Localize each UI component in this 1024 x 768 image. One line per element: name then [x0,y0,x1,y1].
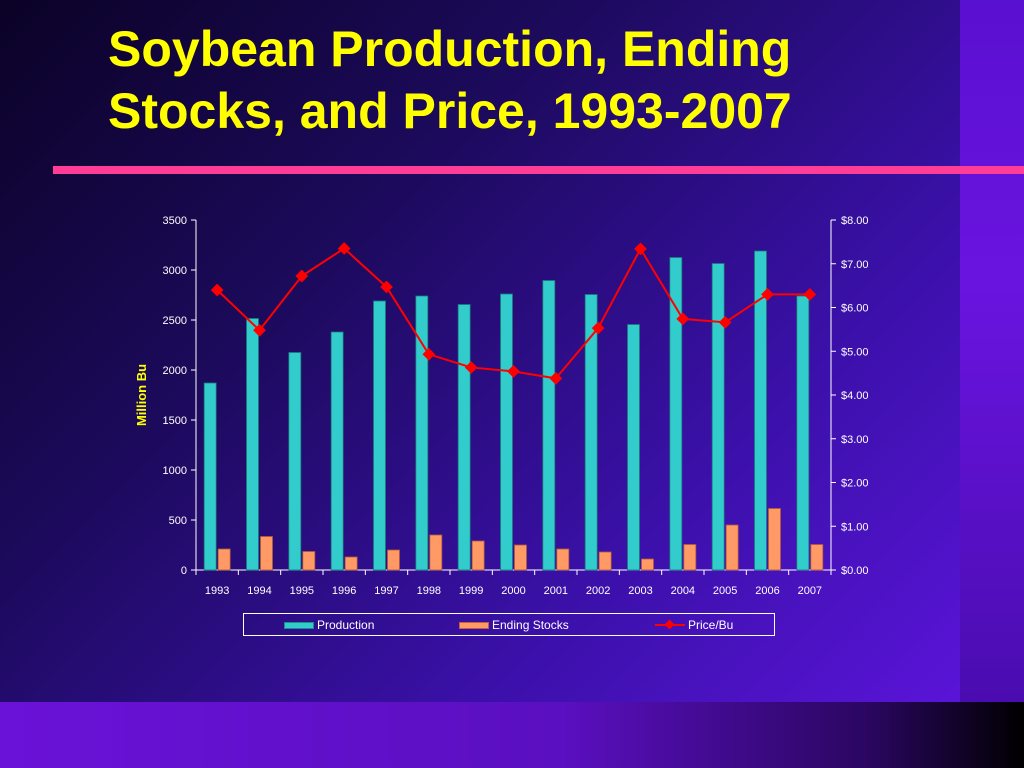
y-axis-label: Million Bu [134,364,149,426]
ending-stocks-bar [344,556,358,571]
title-underline [53,166,1024,174]
production-bar [373,300,386,571]
y-tick-label: 2000 [163,365,187,377]
price-point [337,242,351,255]
legend-label-production: Production [317,618,375,632]
y2-tick-label: $8.00 [841,215,869,227]
production-bar [246,318,259,571]
production-bar [288,352,302,571]
x-tick-label: 1997 [374,585,398,597]
legend-swatch-ending-stocks [459,621,489,629]
chart-bars [203,250,824,571]
x-tick-label: 2004 [671,585,695,597]
price-point [422,347,436,361]
right-accent-strip [960,0,1024,702]
price-point [464,361,478,374]
y2-tick-label: $4.00 [841,390,869,402]
production-bar [415,295,429,571]
y-tick-label: 1500 [163,415,187,427]
price-point [253,323,266,337]
y2-tick-label: $7.00 [841,259,869,271]
x-tick-label: 2002 [586,585,610,597]
price-point [295,269,309,283]
slide-title: Soybean Production, Ending Stocks, and P… [108,21,792,139]
production-bar [203,382,217,571]
y2-tick-label: $5.00 [841,346,869,358]
production-bar [584,294,598,571]
x-tick-label: 2007 [798,585,822,597]
legend-item-ending-stocks: Ending Stocks [459,618,569,632]
ending-stocks-bar [514,544,527,571]
price-line [210,242,817,385]
x-tick-label: 1995 [290,585,314,597]
price-point [210,283,224,297]
legend-swatch-price [655,618,685,632]
x-tick-label: 2000 [501,585,525,597]
legend-label-price: Price/Bu [688,618,734,632]
ending-stocks-bar [598,551,612,571]
ending-stocks-bar [683,544,697,571]
x-tick-label: 1994 [247,585,271,597]
production-bar [457,304,471,571]
legend-swatch-production [284,621,314,629]
chart-labels: 0 500 1000 1500 2000 2500 3000 3500 $0.00 $1.00 $2… [163,215,869,597]
chart-axes [191,219,836,575]
production-bar [711,263,725,571]
x-tick-label: 2003 [628,585,652,597]
production-bar [542,280,556,571]
x-tick-label: 1993 [205,585,229,597]
bottom-accent-strip [0,702,1024,768]
ending-stocks-bar [429,534,443,571]
y2-tick-label: $1.00 [841,521,869,533]
ending-stocks-bar [768,508,781,571]
y-tick-label: 3500 [163,215,187,227]
production-bar [796,295,810,571]
production-bar [754,250,767,571]
legend-item-price: Price/Bu [655,618,733,632]
y-tick-label: 0 [181,565,187,577]
y-tick-label: 3000 [163,265,187,277]
ending-stocks-bar [217,548,231,571]
price-point [634,242,647,256]
y-tick-label: 1000 [163,465,187,477]
ending-stocks-bar [641,558,654,571]
production-bar [500,293,513,571]
x-tick-label: 1999 [459,585,483,597]
x-tick-label: 2006 [755,585,779,597]
chart-legend: Production Ending Stocks Price/Bu [243,613,775,636]
production-bar [330,331,344,571]
x-tick-label: 2001 [544,585,568,597]
x-tick-label: 1998 [417,585,441,597]
production-bar [669,257,683,571]
ending-stocks-bar [725,524,739,571]
y-tick-label: 2500 [163,315,187,327]
ending-stocks-bar [302,551,316,571]
legend-item-production: Production [284,618,374,632]
ending-stocks-bar [810,544,824,571]
y2-tick-label: $3.00 [841,434,869,446]
ending-stocks-bar [260,536,273,571]
y2-tick-label: $2.00 [841,478,869,490]
ending-stocks-bar [387,549,400,571]
x-tick-label: 2005 [713,585,737,597]
ending-stocks-bar [556,548,570,571]
ending-stocks-bar [471,540,485,571]
y-tick-label: 500 [169,515,187,527]
legend-label-ending-stocks: Ending Stocks [492,618,569,632]
x-tick-label: 1996 [332,585,356,597]
y2-tick-label: $0.00 [841,565,869,577]
production-bar [627,324,640,571]
y2-tick-label: $6.00 [841,303,869,315]
price-point [380,280,393,294]
